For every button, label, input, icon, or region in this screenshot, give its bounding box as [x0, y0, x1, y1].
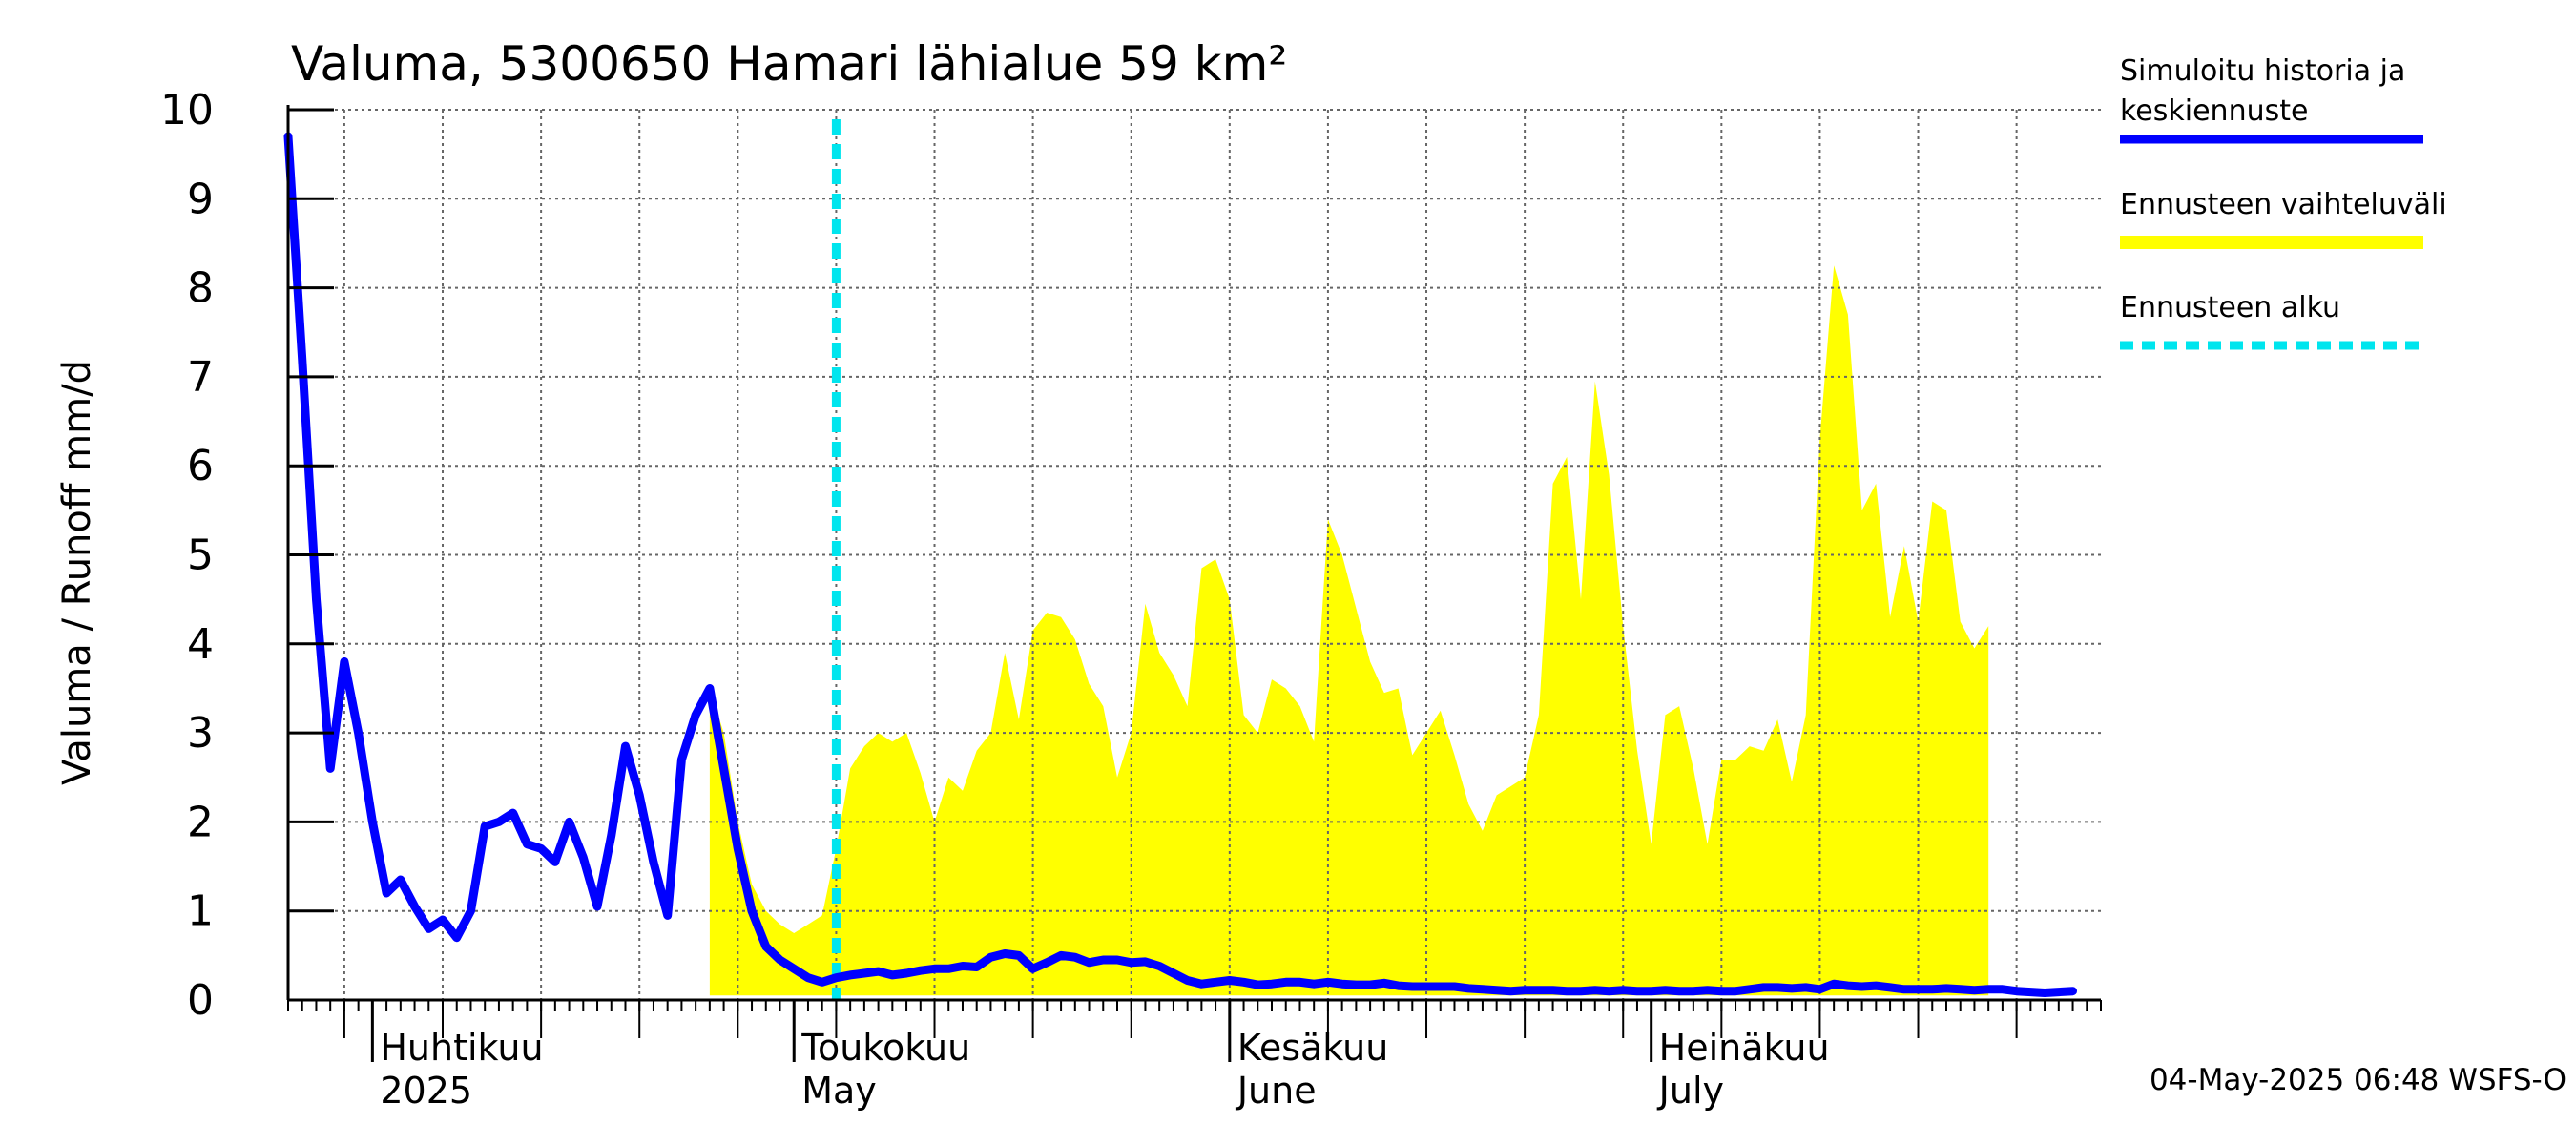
y-tick-label: 2 [187, 798, 214, 846]
x-month-label-fi: Toukokuu [800, 1027, 970, 1069]
y-tick-label: 10 [160, 86, 214, 135]
legend: Simuloitu historia ja keskiennuste Ennuste… [2120, 54, 2447, 350]
series-layer [283, 119, 2077, 1000]
y-tick-label: 3 [187, 709, 214, 758]
x-month-label-fi: Heinäkuu [1659, 1027, 1830, 1069]
legend-label: Ennusteen vaihteluväli [2120, 188, 2447, 221]
legend-label: keskiennuste [2120, 94, 2308, 128]
y-tick-label: 5 [187, 531, 214, 580]
series-line-simulated [283, 132, 2077, 997]
x-month-label-en: June [1236, 1070, 1317, 1112]
x-month-label-en: July [1657, 1070, 1724, 1112]
chart-title: Valuma, 5300650 Hamari lähialue 59 km² [291, 36, 1287, 92]
x-month-label-fi: Huhtikuu [380, 1027, 543, 1069]
footer-timestamp: 04-May-2025 06:48 WSFS-O [2150, 1063, 2566, 1097]
y-tick-label: 1 [187, 887, 214, 936]
y-axis-label: Valuma / Runoff mm/d [55, 360, 99, 785]
legend-label: Simuloitu historia ja [2120, 54, 2405, 88]
y-tick-label: 9 [187, 175, 214, 223]
x-month-label-en: May [801, 1070, 877, 1112]
y-tick-label: 4 [187, 620, 214, 669]
x-month-label-fi: Kesäkuu [1237, 1027, 1389, 1069]
y-tick-label: 0 [187, 976, 214, 1025]
forecast-range-layer [709, 265, 1989, 996]
grid-layer [288, 109, 2101, 1001]
y-tick-label: 7 [187, 353, 214, 402]
y-tick-label: 8 [187, 264, 214, 313]
forecast-range-band [709, 265, 1989, 996]
legend-label: Ennusteen alku [2120, 291, 2340, 324]
y-tick-label: 6 [187, 442, 214, 490]
x-month-label-en: 2025 [380, 1070, 472, 1112]
